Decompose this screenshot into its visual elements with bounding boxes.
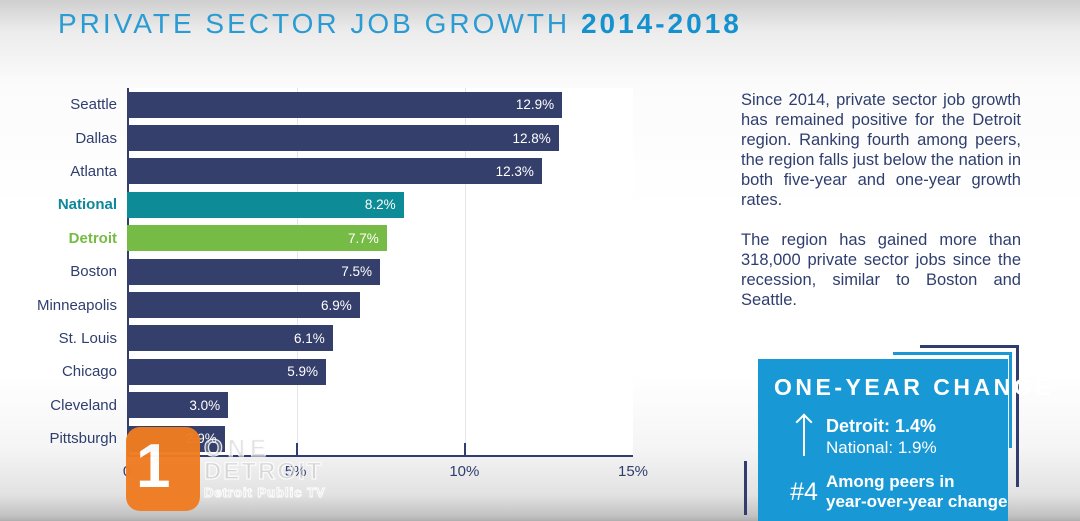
- category-label: Seattle: [70, 96, 117, 114]
- category-label: Cleveland: [50, 396, 117, 414]
- change-rate-values: Detroit: 1.4% National: 1.9%: [826, 415, 937, 458]
- summary-paragraph-1: Since 2014, private sector job growth ha…: [741, 91, 1021, 209]
- change-rate-row: Detroit: 1.4% National: 1.9%: [782, 413, 937, 458]
- rank-description-line2: year-over-year change: [826, 492, 1008, 511]
- bar-chart: Seattle 12.9% Dallas 12.8% Atlanta 12.3% Natio…: [14, 88, 654, 480]
- bar-st-louis: 6.1%: [127, 325, 333, 352]
- x-axis-labels: 05%10%15%: [123, 463, 648, 483]
- category-label: Dallas: [75, 129, 117, 147]
- bar-row: Detroit 7.7%: [14, 222, 634, 255]
- one-detroit-watermark: ONE DETROIT Detroit Public TV: [203, 435, 326, 503]
- bar-value-label: 12.8%: [512, 130, 551, 146]
- category-label: Detroit: [68, 229, 117, 247]
- category-label: Atlanta: [70, 162, 117, 180]
- bar-track: 7.5%: [127, 258, 633, 285]
- bar-track: 12.9%: [127, 91, 633, 118]
- category-label: Chicago: [61, 363, 117, 381]
- bar-atlanta: 12.3%: [127, 158, 542, 185]
- bar-track: 5.9%: [127, 358, 633, 385]
- bar-row: Dallas 12.8%: [14, 121, 634, 154]
- category-label: National: [57, 196, 117, 214]
- bar-row: National 8.2%: [14, 188, 634, 221]
- bar-row: Seattle 12.9%: [14, 88, 634, 121]
- box-offset-frame-navy: [920, 345, 1019, 487]
- one-detroit-logo-icon: 1: [126, 427, 200, 511]
- bar-row: Minneapolis 6.9%: [14, 288, 634, 321]
- summary-text: Since 2014, private sector job growth ha…: [741, 90, 1021, 310]
- bar-minneapolis: 6.9%: [127, 292, 360, 319]
- bar-seattle: 12.9%: [127, 91, 563, 118]
- bar-boston: 7.5%: [127, 258, 380, 285]
- bar-value-label: 3.0%: [189, 397, 221, 413]
- bar-dallas: 12.8%: [127, 125, 559, 152]
- bar-value-label: 12.3%: [495, 163, 534, 179]
- category-label: St. Louis: [58, 329, 117, 347]
- category-label: Minneapolis: [36, 296, 117, 314]
- bar-cleveland: 3.0%: [127, 392, 229, 419]
- bar-value-label: 7.7%: [347, 230, 379, 246]
- bar-rows: Seattle 12.9% Dallas 12.8% Atlanta 12.3% Natio…: [14, 88, 634, 455]
- summary-paragraph-2: The region has gained more than 318,000 …: [741, 231, 1021, 309]
- page-title-main: PRIVATE SECTOR JOB GROWTH: [58, 8, 571, 39]
- up-arrow-icon: [782, 413, 826, 458]
- watermark-line-one: ONE: [203, 435, 272, 462]
- axis-tick-5pct: [296, 443, 298, 455]
- watermark-subtitle: Detroit Public TV: [203, 484, 326, 500]
- rank-description: Among peers in year-over-year change: [826, 472, 1007, 512]
- x-tick-label-5pct: 5%: [284, 463, 307, 480]
- box-offset-frame-blue: [893, 352, 1012, 448]
- bar-track: 3.0%: [127, 392, 633, 419]
- bar-row: Atlanta 12.3%: [14, 155, 634, 188]
- bar-track: 12.8%: [127, 125, 633, 152]
- x-tick-label-10pct: 10%: [449, 463, 480, 480]
- bar-value-label: 8.2%: [364, 197, 396, 213]
- x-axis-line: [127, 455, 633, 457]
- bar-value-label: 6.1%: [293, 330, 325, 346]
- detroit-change-value: Detroit: 1.4%: [826, 415, 937, 436]
- bar-track: 8.2%: [127, 191, 633, 218]
- gridline-10pct: [465, 88, 466, 455]
- watermark-line-detroit: DETROIT: [203, 458, 324, 485]
- bar-row: Cleveland 3.0%: [14, 389, 634, 422]
- bar-track: 2.9%: [127, 425, 633, 452]
- bar-row: St. Louis 6.1%: [14, 322, 634, 355]
- bar-track: 6.1%: [127, 325, 633, 352]
- bar-chicago: 5.9%: [127, 358, 327, 385]
- bar-national: 8.2%: [127, 191, 404, 218]
- national-change-value: National: 1.9%: [826, 437, 937, 457]
- bar-value-label: 12.9%: [515, 97, 555, 113]
- bar-track: 7.7%: [127, 225, 633, 252]
- one-year-change-card: ONE-YEAR CHANGE Detroit: 1.4% National: …: [758, 359, 1054, 521]
- bar-value-label: 6.9%: [320, 297, 352, 313]
- page-title: PRIVATE SECTOR JOB GROWTH 2014-2018: [58, 8, 742, 40]
- rank-description-line1: Among peers in: [826, 472, 955, 491]
- peer-rank-row: #4 Among peers in year-over-year change: [782, 472, 1007, 512]
- bar-row: Chicago 5.9%: [14, 355, 634, 388]
- bar-row: Boston 7.5%: [14, 255, 634, 288]
- logo-digit: 1: [136, 432, 171, 501]
- category-label: Pittsburgh: [49, 430, 117, 448]
- x-tick-label-15pct: 15%: [617, 463, 649, 480]
- page-title-years: 2014-2018: [580, 8, 742, 39]
- bar-track: 12.3%: [127, 158, 633, 185]
- bar-value-label: 7.5%: [341, 264, 372, 280]
- axis-tick-10pct: [464, 443, 466, 455]
- bar-value-label: 5.9%: [287, 364, 319, 380]
- box-offset-line-left: [744, 461, 747, 515]
- category-label: Boston: [70, 263, 117, 281]
- one-year-change-title: ONE-YEAR CHANGE: [774, 374, 1054, 400]
- bar-detroit: 7.7%: [127, 225, 387, 252]
- rank-badge: #4: [790, 477, 818, 506]
- bar-track: 6.9%: [127, 292, 633, 319]
